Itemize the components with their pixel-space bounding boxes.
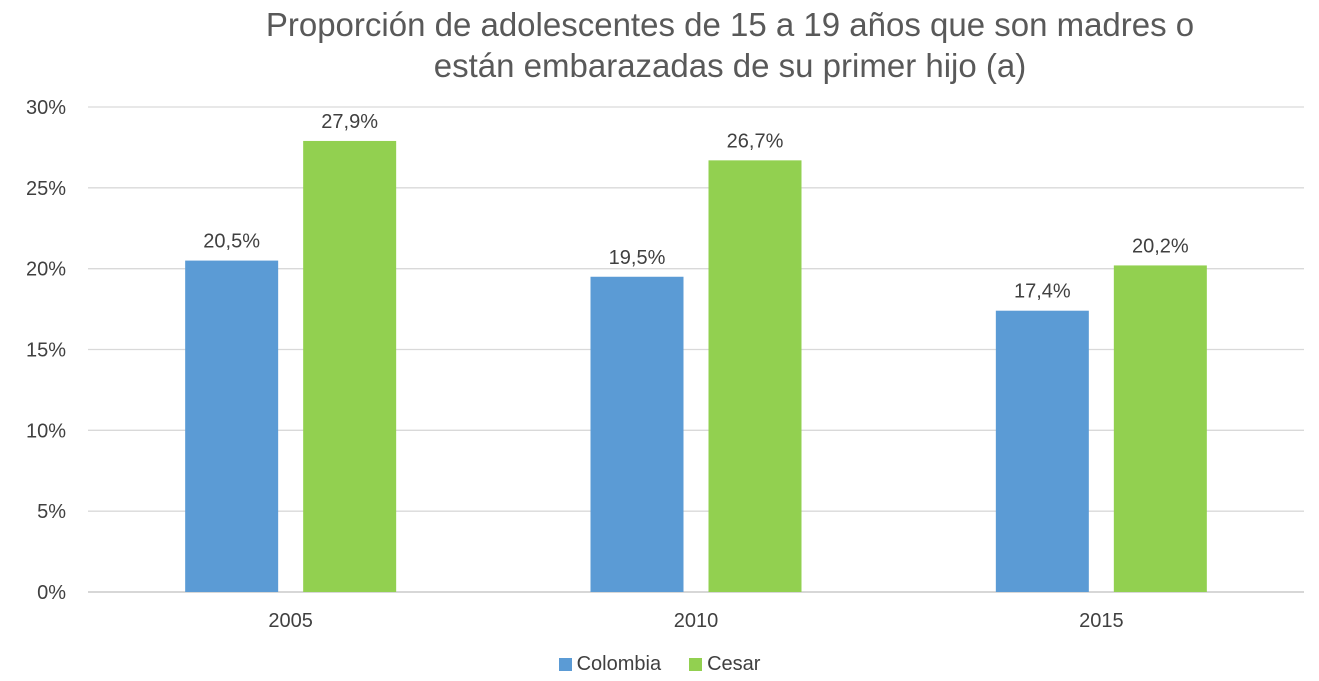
y-tick-label: 15% [26,340,66,362]
data-label-cesar-2015: 20,2% [1132,235,1189,257]
legend-swatch-colombia [558,658,572,671]
x-tick-label-2005: 2005 [268,610,313,632]
x-tick-label-2010: 2010 [674,610,719,632]
data-label-colombia-2010: 19,5% [609,247,666,269]
y-axis-tick-labels: 0% 5% 10% 15% 20% 25% 30% [26,97,66,604]
grid-lines [88,106,1304,593]
bars [185,140,1207,592]
data-label-cesar-2010: 26,7% [727,130,784,152]
y-tick-label: 25% [26,178,66,200]
y-tick-label: 5% [37,501,66,523]
y-tick-label: 30% [26,97,66,119]
y-tick-label: 20% [26,259,66,281]
data-labels: 20,5% 27,9% 19,5% 26,7% 17,4% 20,2% [203,111,1189,303]
bar-colombia-2005 [185,260,279,592]
bar-cesar-2005 [303,140,397,592]
x-tick-label-2015: 2015 [1079,610,1124,632]
x-axis-tick-labels: 2005 2010 2015 [268,610,1123,632]
data-label-colombia-2015: 17,4% [1014,281,1071,303]
y-tick-label: 0% [37,582,66,604]
chart-title-line-1: Proporción de adolescentes de 15 a 19 añ… [265,6,1195,43]
data-label-colombia-2005: 20,5% [203,231,260,253]
chart-title-line-2: están embarazadas de su primer hijo (a) [433,47,1027,84]
legend-swatch-cesar [689,658,703,671]
legend-item-colombia: Colombia [558,653,662,676]
chart-title: Proporción de adolescentes de 15 a 19 añ… [180,4,1280,86]
bar-cesar-2015 [1113,265,1207,592]
legend-item-cesar: Cesar [689,653,760,676]
bar-cesar-2010 [708,160,802,592]
data-label-cesar-2005: 27,9% [321,111,378,133]
y-tick-label: 10% [26,420,66,442]
bar-colombia-2015 [995,310,1089,592]
bar-colombia-2010 [590,276,684,592]
legend: Colombia Cesar [0,653,1319,676]
legend-label-colombia: Colombia [576,653,662,675]
legend-label-cesar: Cesar [707,653,761,675]
